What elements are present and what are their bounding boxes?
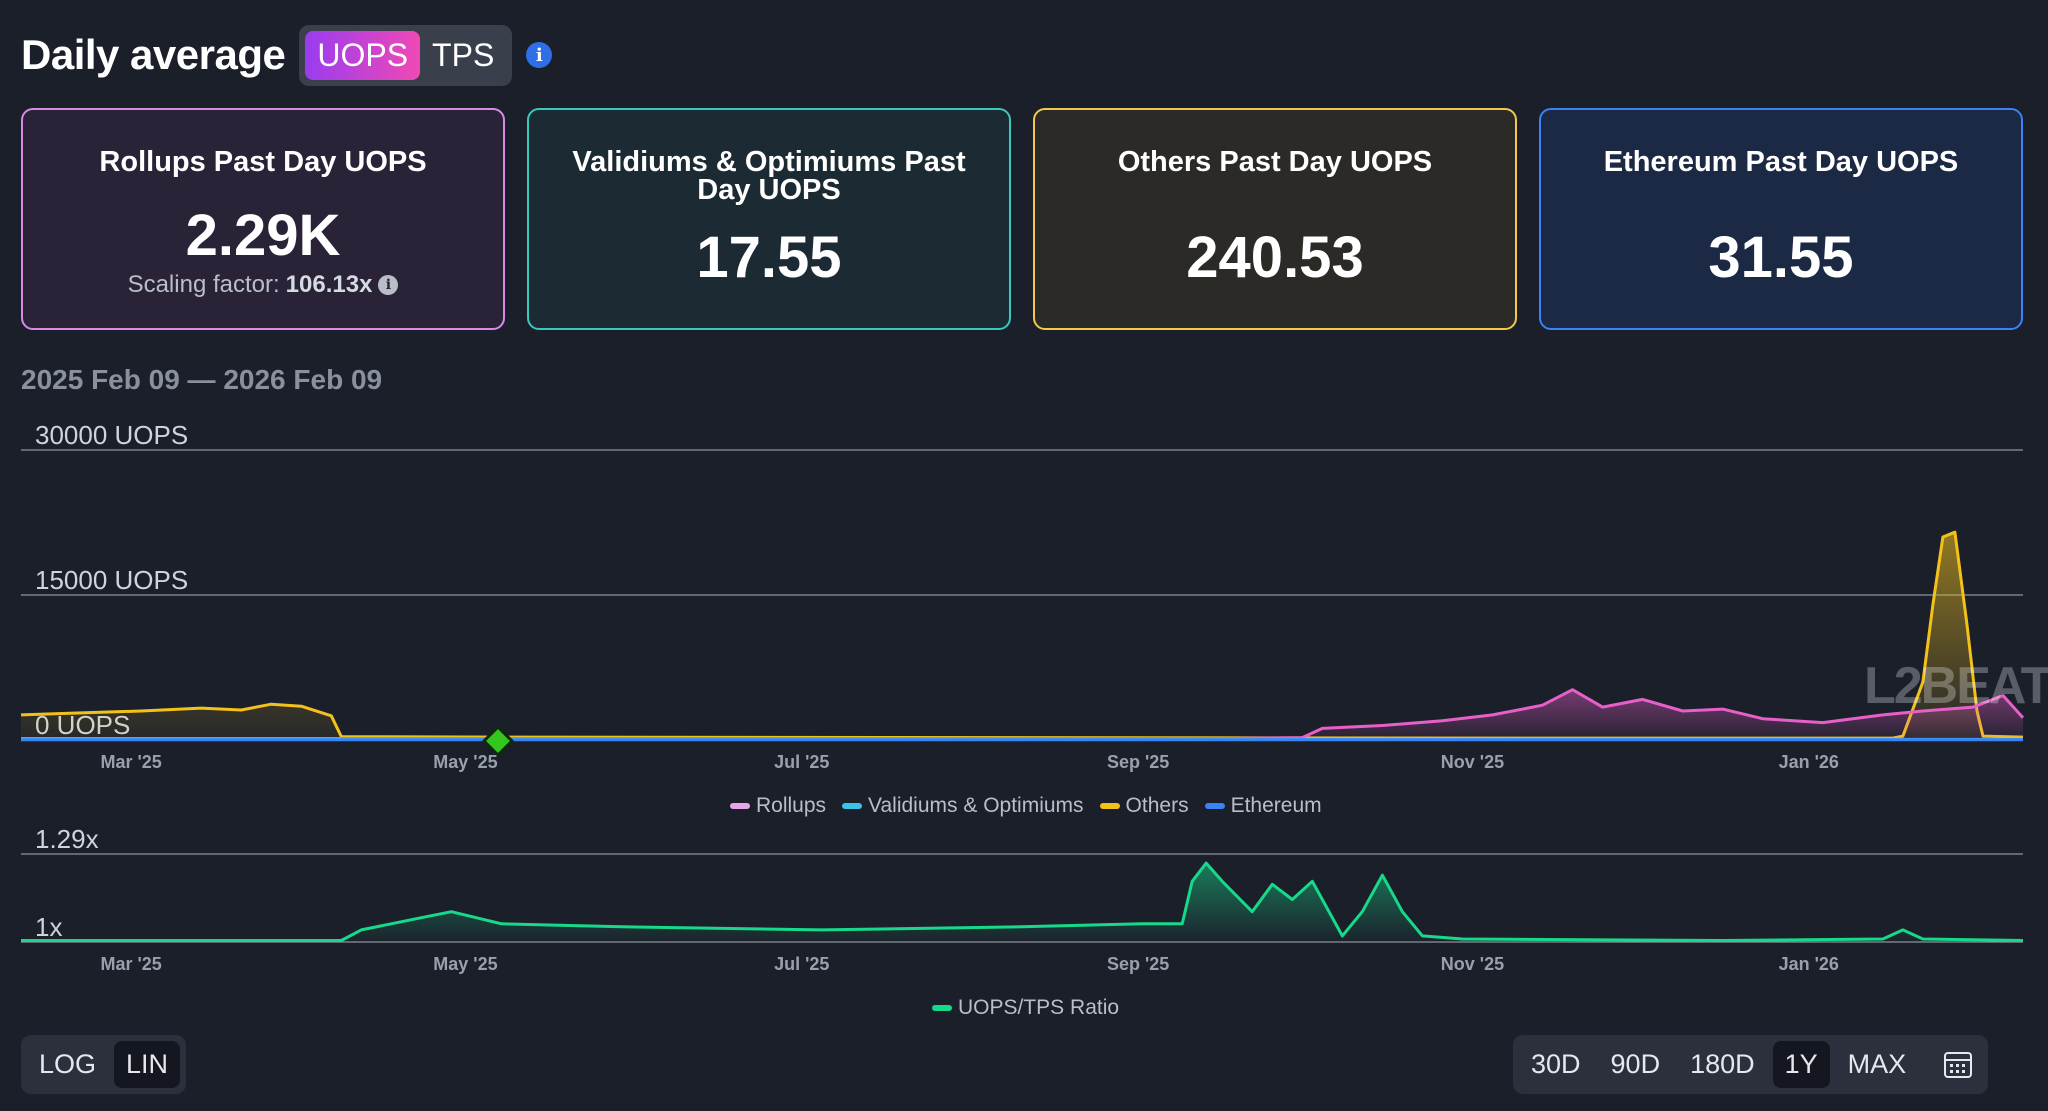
- card-title: Rollups Past Day UOPS: [99, 146, 427, 178]
- x-tick-label: May '25: [433, 752, 497, 772]
- range-selector: 30D 90D 180D 1Y MAX: [1513, 1035, 1989, 1094]
- card-value: 2.29K: [185, 203, 341, 268]
- lin-button[interactable]: LIN: [114, 1041, 181, 1088]
- legend-swatch: [730, 803, 750, 809]
- y-tick-label: 0 UOPS: [35, 710, 130, 740]
- scaling-value: 106.13x: [285, 271, 373, 298]
- watermark-text: L2BEAT: [1864, 657, 2048, 715]
- header: Daily average UOPS TPS i: [21, 22, 553, 88]
- card-title: Others Past Day UOPS: [1117, 146, 1433, 178]
- scale-toggle: LOG LIN: [21, 1035, 187, 1094]
- x-tick-label: Sep '25: [1107, 954, 1169, 974]
- series-area-rollups: [21, 689, 2023, 740]
- range-180d-button[interactable]: 180D: [1690, 1049, 1755, 1079]
- hover-marker[interactable]: [481, 724, 515, 758]
- card-value: 17.55: [696, 225, 842, 290]
- series-line-uops-tps-ratio: [21, 861, 2024, 942]
- legend-label: Others: [1125, 794, 1189, 817]
- info-icon[interactable]: i: [378, 275, 399, 295]
- range-max-button[interactable]: MAX: [1847, 1049, 1907, 1079]
- calendar-icon[interactable]: [1944, 1051, 1973, 1078]
- x-tick-label: Jan '26: [1779, 752, 1839, 772]
- page-title: Daily average: [21, 31, 286, 78]
- series-area-others: [21, 532, 2023, 740]
- range-30d-button[interactable]: 30D: [1531, 1049, 1581, 1079]
- legend-ratio[interactable]: UOPS/TPS Ratio: [932, 996, 1119, 1020]
- card-value: 31.55: [1708, 225, 1854, 290]
- x-tick-label: Jan '26: [1779, 954, 1839, 974]
- y-tick-label: 1.29x: [35, 824, 99, 854]
- legend-swatch: [1099, 803, 1120, 809]
- range-90d-button[interactable]: 90D: [1610, 1049, 1661, 1079]
- ratio-legend: UOPS/TPS Ratio: [932, 996, 1119, 1020]
- x-tick-label: Sep '25: [1107, 752, 1169, 772]
- x-tick-label: May '25: [433, 954, 497, 974]
- uops-toggle-button[interactable]: UOPS: [305, 30, 421, 80]
- metric-toggle: UOPS TPS: [299, 24, 513, 86]
- x-tick-label: Mar '25: [100, 954, 161, 974]
- series-area-uops-tps-ratio: [21, 863, 2023, 942]
- legend-ethereum[interactable]: Ethereum: [1204, 794, 1322, 818]
- range-1y-button[interactable]: 1Y: [1772, 1041, 1830, 1088]
- x-tick-label: Nov '25: [1441, 954, 1504, 974]
- legend-label: Rollups: [756, 794, 827, 817]
- tps-toggle-button[interactable]: TPS: [432, 36, 495, 73]
- card-title: Ethereum Past Day UOPS: [1603, 146, 1959, 178]
- card-value: 240.53: [1186, 225, 1364, 290]
- legend-swatch: [842, 803, 863, 809]
- legend-others[interactable]: Others: [1099, 794, 1189, 818]
- y-tick-label: 15000 UOPS: [35, 565, 188, 595]
- scaling-label: Scaling factor:: [127, 271, 280, 298]
- rollups-card: Rollups Past Day UOPS 2.29K Scaling fact…: [21, 108, 505, 330]
- main-legend: Rollups Validiums & Optimiums Others Eth…: [730, 794, 1322, 818]
- log-button[interactable]: LOG: [39, 1049, 97, 1079]
- date-range: 2025 Feb 09 — 2026 Feb 09: [21, 364, 383, 395]
- x-tick-label: Mar '25: [100, 752, 161, 772]
- legend-label: Validiums & Optimiums: [868, 794, 1084, 817]
- series-line-rollups: [21, 688, 2025, 740]
- others-card: Others Past Day UOPS 240.53: [1033, 108, 1517, 330]
- x-tick-label: Jul '25: [774, 954, 829, 974]
- x-tick-label: Jul '25: [774, 752, 829, 772]
- series-line-others: [20, 530, 2024, 740]
- legend-swatch: [1204, 803, 1225, 809]
- validiums-card: Validiums & Optimiums Past Day UOPS 17.5…: [527, 108, 1011, 330]
- y-tick-label: 1x: [35, 912, 62, 942]
- card-title: Validiums & Optimiums Past Day UOPS: [572, 146, 966, 206]
- legend-validiums[interactable]: Validiums & Optimiums: [842, 794, 1084, 818]
- l2beat-watermark: L2BEAT: [1864, 656, 2048, 716]
- legend-label: UOPS/TPS Ratio: [958, 996, 1120, 1019]
- legend-swatch: [932, 1005, 952, 1011]
- info-icon[interactable]: i: [526, 42, 553, 68]
- legend-label: Ethereum: [1230, 794, 1322, 817]
- ethereum-card: Ethereum Past Day UOPS 31.55: [1539, 108, 2023, 330]
- x-tick-label: Nov '25: [1441, 752, 1504, 772]
- y-tick-label: 30000 UOPS: [35, 420, 188, 450]
- scaling-factor: Scaling factor: 106.13x i: [23, 271, 503, 299]
- legend-rollups[interactable]: Rollups: [730, 794, 826, 818]
